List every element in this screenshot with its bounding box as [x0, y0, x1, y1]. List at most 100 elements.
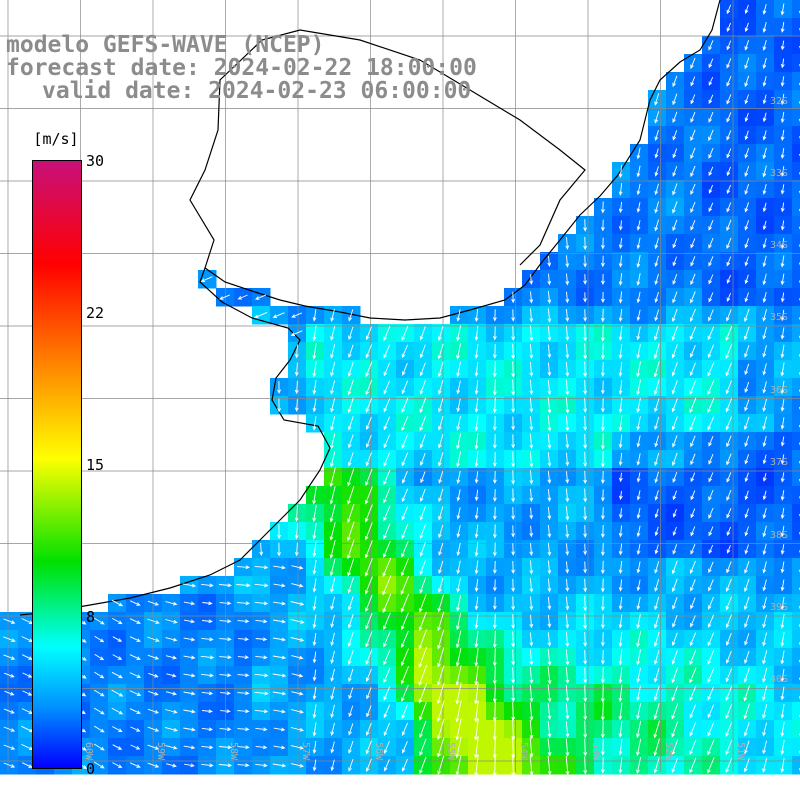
wind-arrow: [583, 309, 588, 322]
wind-arrow: [762, 255, 767, 268]
wind-arrow: [744, 526, 749, 537]
wind-arrow: [708, 472, 714, 483]
wind-arrow: [618, 273, 623, 286]
wind-arrow: [474, 325, 479, 342]
wind-arrow: [419, 523, 427, 539]
wind-arrow: [654, 93, 660, 106]
wind-arrow: [383, 344, 391, 359]
wind-arrow: [492, 416, 497, 431]
wind-arrow: [474, 613, 479, 630]
wind-arrow: [672, 238, 678, 249]
wind-arrow: [237, 709, 250, 714]
wind-arrow: [236, 583, 251, 588]
wind-arrow: [112, 744, 123, 750]
wind-arrow: [762, 327, 767, 340]
wind-arrow: [780, 614, 785, 629]
lon-label: 55W: [445, 742, 456, 761]
wind-arrow: [529, 470, 534, 485]
wind-arrow: [202, 601, 213, 606]
wind-arrow: [254, 709, 269, 714]
wind-arrow: [762, 685, 768, 702]
wind-arrow: [492, 648, 497, 667]
wind-arrow: [780, 76, 785, 87]
wind-arrow: [312, 523, 317, 540]
wind-arrow: [762, 39, 767, 51]
wind-arrow: [201, 583, 214, 588]
wind-arrow: [366, 705, 372, 718]
wind-arrow: [636, 453, 641, 466]
wind-arrow: [312, 361, 317, 378]
wind-arrow: [165, 691, 177, 696]
wind-arrow: [365, 361, 373, 378]
wind-speed-cell: [792, 720, 800, 739]
wind-arrow: [583, 255, 588, 268]
colorbar-tick-15: 15: [86, 456, 105, 474]
wind-arrow: [93, 725, 105, 733]
wind-arrow: [547, 560, 552, 575]
wind-arrow: [636, 738, 642, 757]
wind-arrow: [547, 362, 552, 377]
wind-arrow: [636, 309, 641, 322]
wind-arrow: [474, 596, 479, 611]
wind-arrow: [330, 632, 335, 647]
wind-arrow: [689, 685, 697, 702]
wind-speed-cell: [792, 324, 800, 343]
wind-arrow: [671, 416, 678, 431]
wind-speed-cell: [792, 648, 800, 667]
lon-label: 57W: [300, 742, 311, 761]
wind-arrow: [780, 631, 785, 648]
wind-arrow: [255, 727, 268, 732]
wind-arrow: [672, 597, 678, 610]
wind-arrow: [671, 667, 679, 684]
wind-speed-cell: [792, 342, 800, 361]
wind-arrow: [365, 613, 373, 630]
lat-label: 32S: [770, 96, 789, 107]
wind-arrow: [111, 671, 123, 679]
wind-arrow: [492, 524, 497, 539]
wind-arrow: [708, 579, 714, 592]
wind-arrow: [672, 148, 678, 159]
wind-arrow: [272, 655, 287, 660]
wind-arrow: [330, 650, 335, 665]
wind-arrow: [237, 655, 250, 660]
wind-speed-cell: [792, 306, 800, 325]
wind-arrow: [654, 219, 660, 232]
wind-arrow: [254, 565, 269, 570]
wind-arrow: [636, 237, 641, 250]
wind-arrow: [259, 542, 264, 557]
wind-arrow: [147, 762, 160, 768]
wind-arrow: [474, 542, 479, 557]
wind-arrow: [312, 486, 317, 505]
wind-arrow: [237, 673, 250, 678]
wind-arrow: [330, 741, 335, 754]
wind-arrow: [492, 613, 497, 630]
wind-arrow: [672, 291, 678, 304]
wind-arrow: [201, 763, 214, 768]
wind-arrow: [3, 636, 16, 642]
wind-arrow: [147, 708, 160, 714]
wind-arrow: [780, 40, 785, 51]
wind-arrow: [707, 668, 715, 683]
wind-arrow: [726, 184, 732, 195]
wind-arrow: [672, 201, 678, 214]
wind-arrow: [743, 668, 750, 683]
wind-arrow: [529, 666, 534, 685]
wind-arrow: [219, 727, 232, 732]
wind-arrow: [672, 93, 678, 106]
wind-arrow: [726, 58, 732, 69]
wind-arrow: [220, 691, 231, 696]
wind-arrow: [294, 344, 299, 359]
lat-label: 34S: [770, 240, 789, 251]
wind-arrow: [400, 558, 409, 577]
wind-arrow: [419, 559, 427, 576]
wind-arrow: [583, 667, 588, 684]
wind-arrow: [654, 237, 659, 250]
wind-arrow: [456, 560, 461, 575]
wind-arrow: [254, 673, 269, 678]
wind-arrow: [474, 578, 479, 592]
wind-arrow: [492, 326, 497, 341]
wind-arrow: [383, 667, 391, 684]
wind-arrow: [672, 219, 678, 232]
wind-arrow: [618, 684, 623, 703]
wind-arrow: [689, 649, 697, 666]
